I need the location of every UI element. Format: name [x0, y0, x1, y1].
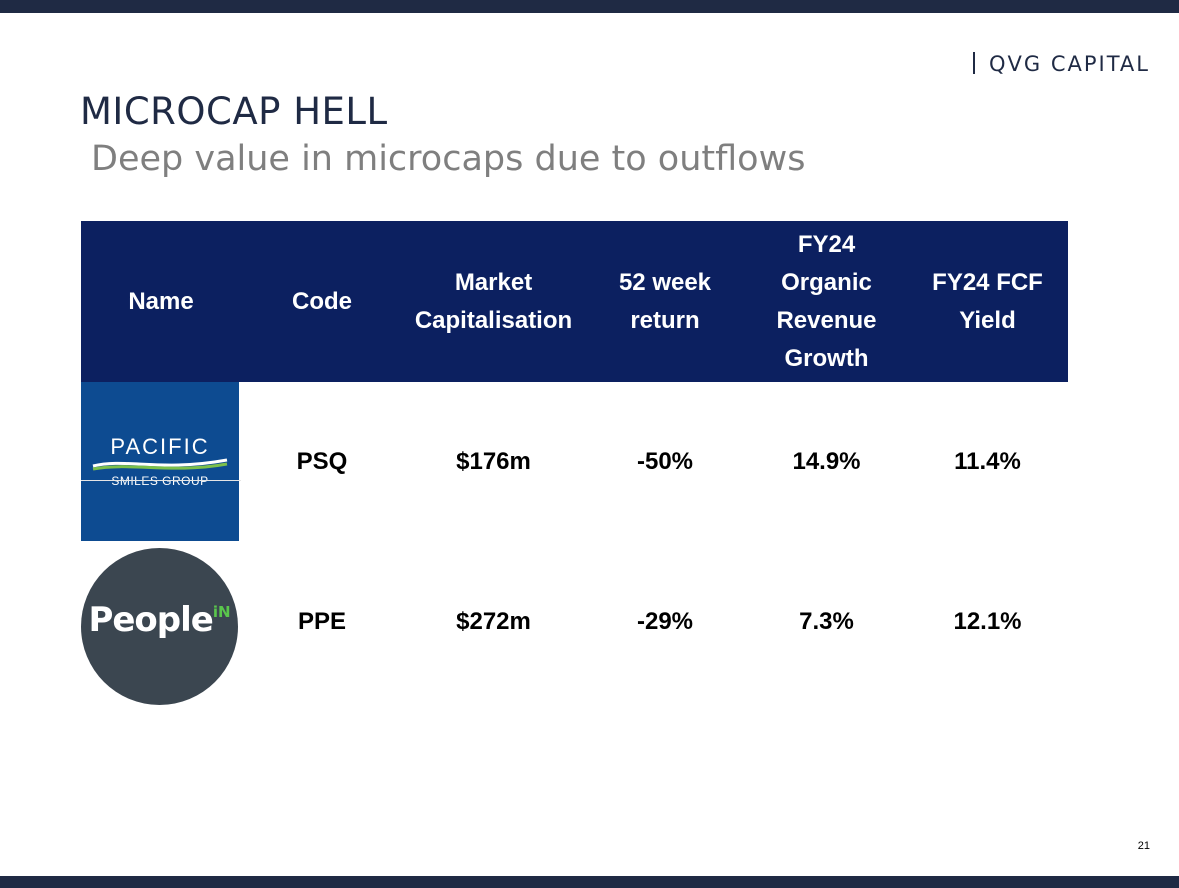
logo-divider: [81, 480, 241, 481]
table-row: PeopleiN PPE $272m -29% 7.3% 12.1%: [81, 542, 1068, 705]
row-market-cap: $176m: [456, 448, 531, 475]
header-code: Code: [292, 287, 352, 315]
header-growth-line-4: Growth: [784, 344, 869, 372]
row-code: PSQ: [296, 448, 348, 475]
microcap-table: Name Code Market Capitalisation 52 week …: [81, 221, 1068, 705]
row-52-week-return: -29%: [636, 608, 694, 635]
header-return-line-2: return: [630, 306, 700, 334]
header-fcf-line-2: Yield: [959, 306, 1016, 334]
slide-title: MICROCAP HELL: [80, 90, 388, 133]
header-market-cap-line-1: Market: [454, 268, 533, 296]
psq-logo-wordmark: PACIFIC: [110, 434, 210, 459]
brand-logo: QVG CAPITAL: [973, 52, 1150, 76]
ppe-logo-wordmark: PeopleiN: [81, 600, 238, 640]
header-name: Name: [128, 287, 194, 315]
header-fcf-yield: FY24 FCF Yield: [907, 264, 1068, 340]
top-frame-bar: [0, 0, 1179, 13]
row-52-week-return: -50%: [636, 448, 694, 475]
header-return-line-1: 52 week: [618, 268, 712, 296]
header-market-cap-line-2: Capitalisation: [414, 306, 573, 334]
brand-name: QVG CAPITAL: [989, 52, 1150, 76]
header-growth-line-2: Organic: [781, 268, 872, 296]
table-row: PACIFIC SMILES GROUP PSQ $176m -50% 14.9…: [81, 382, 1068, 542]
pacific-smiles-group-logo: PACIFIC SMILES GROUP: [81, 382, 239, 541]
row-revenue-growth: 7.3%: [799, 608, 854, 635]
psq-logo-subtext: SMILES GROUP: [111, 474, 209, 488]
header-growth-line-3: Revenue: [776, 306, 877, 334]
company-logo-cell: PACIFIC SMILES GROUP: [81, 382, 241, 542]
table-header-row: Name Code Market Capitalisation 52 week …: [81, 221, 1068, 382]
header-52-week-return: 52 week return: [584, 264, 746, 340]
ppe-logo-word: People: [88, 600, 213, 640]
bottom-frame-bar: [0, 876, 1179, 888]
row-fcf-yield: 12.1%: [953, 608, 1022, 635]
smile-wave-icon: [92, 458, 228, 471]
row-market-cap: $272m: [456, 608, 531, 635]
ppe-logo-suffix: iN: [212, 603, 231, 621]
row-fcf-yield: 11.4%: [954, 448, 1021, 475]
header-revenue-growth: FY24 Organic Revenue Growth: [746, 226, 907, 378]
company-logo-cell: PeopleiN: [81, 542, 241, 705]
slide-subtitle: Deep value in microcaps due to outflows: [91, 139, 806, 179]
header-fcf-line-1: FY24 FCF: [932, 268, 1043, 296]
row-code: PPE: [297, 608, 347, 635]
page-number: 21: [1137, 840, 1150, 852]
row-revenue-growth: 14.9%: [792, 448, 861, 475]
peoplein-logo: PeopleiN: [81, 548, 238, 705]
header-growth-line-1: FY24: [797, 230, 856, 258]
header-market-cap: Market Capitalisation: [403, 264, 584, 340]
brand-divider: [973, 52, 975, 74]
